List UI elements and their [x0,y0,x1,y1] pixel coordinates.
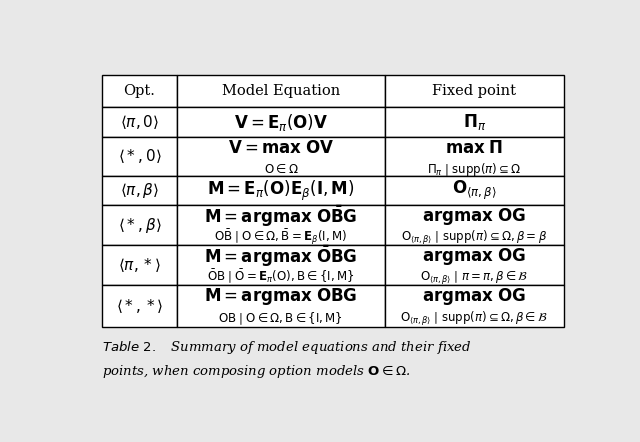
Bar [385,176,564,206]
Text: $\mathbf{\Pi}_{\pi}$: $\mathbf{\Pi}_{\pi}$ [463,112,486,132]
Text: $\mathrm{O}_{\langle\pi,\beta\rangle}\mid\mathrm{supp}(\pi){\subseteq}\Omega,\be: $\mathrm{O}_{\langle\pi,\beta\rangle}\mi… [401,310,548,328]
Text: $\langle *,0\rangle$: $\langle *,0\rangle$ [118,148,161,165]
Bar [177,206,385,245]
Text: $\mathbf{M} = \mathbf{E}_{\pi}(\mathbf{O})\mathbf{E}_{\beta}(\mathbf{I},\mathbf{: $\mathbf{M} = \mathbf{E}_{\pi}(\mathbf{O… [207,179,355,203]
Bar [102,245,177,285]
Text: points, when composing option models $\mathbf{O} \in \Omega$.: points, when composing option models $\m… [102,363,412,380]
Text: $\mathrm{O}_{\langle\pi,\beta\rangle}\mid\pi{=}\pi,\beta{\in}\mathcal{B}$: $\mathrm{O}_{\langle\pi,\beta\rangle}\mi… [420,269,529,286]
Text: Fixed point: Fixed point [433,84,516,98]
Text: $\mathrm{O}_{\langle\pi,\beta\rangle}\mid\mathrm{supp}(\pi){\subseteq}\Omega,\be: $\mathrm{O}_{\langle\pi,\beta\rangle}\mi… [401,229,547,247]
Text: $\langle *,*\rangle$: $\langle *,*\rangle$ [116,297,163,315]
Text: $\mathbf{argmax\;OG}$: $\mathbf{argmax\;OG}$ [422,286,526,307]
Bar [385,245,564,285]
Text: $\mathbf{M} = \mathbf{argmax}\;\mathbf{O\bar{B}G}$: $\mathbf{M} = \mathbf{argmax}\;\mathbf{O… [204,204,358,229]
Text: $\mathbf{V} = \mathbf{E}_{\pi}(\mathbf{O})\mathbf{V}$: $\mathbf{V} = \mathbf{E}_{\pi}(\mathbf{O… [234,111,328,133]
Bar [102,75,177,107]
Bar [385,137,564,176]
Text: $\mathit{Table\ 2.}$   Summary of model equations and their fixed: $\mathit{Table\ 2.}$ Summary of model eq… [102,339,472,356]
Text: $\mathrm{O}{\in}\Omega$: $\mathrm{O}{\in}\Omega$ [264,163,298,176]
Bar [102,285,177,327]
Text: Opt.: Opt. [124,84,156,98]
Bar [177,137,385,176]
Text: $\Pi_{\pi}\mid\mathrm{supp}(\pi){\subseteq}\Omega$: $\Pi_{\pi}\mid\mathrm{supp}(\pi){\subset… [427,161,522,178]
Text: $\mathbf{V} = \mathbf{max}\;\mathbf{OV}$: $\mathbf{V} = \mathbf{max}\;\mathbf{OV}$ [228,140,334,157]
Bar [177,107,385,137]
Text: $\mathbf{M} = \mathbf{argmax}\;\mathbf{\bar{O}BG}$: $\mathbf{M} = \mathbf{argmax}\;\mathbf{\… [204,244,358,269]
Bar [102,206,177,245]
Bar [102,137,177,176]
Bar [385,206,564,245]
Text: $\mathrm{OB}\mid\mathrm{O}{\in}\Omega,\mathrm{B}{\in}\{\mathrm{I,M}\}$: $\mathrm{OB}\mid\mathrm{O}{\in}\Omega,\m… [218,311,343,328]
Bar [177,75,385,107]
Text: $\langle\pi,0\rangle$: $\langle\pi,0\rangle$ [120,113,159,131]
Bar [177,285,385,327]
Text: $\langle\pi,\beta\rangle$: $\langle\pi,\beta\rangle$ [120,181,159,200]
Text: $\mathbf{argmax\;OG}$: $\mathbf{argmax\;OG}$ [422,206,526,227]
Bar [177,245,385,285]
Text: $\langle\pi,*\rangle$: $\langle\pi,*\rangle$ [118,256,161,274]
Bar [102,107,177,137]
Bar [177,176,385,206]
Text: $\mathbf{max}\;\mathbf{\Pi}$: $\mathbf{max}\;\mathbf{\Pi}$ [445,140,504,157]
Text: $\mathbf{argmax\;OG}$: $\mathbf{argmax\;OG}$ [422,246,526,267]
Text: Model Equation: Model Equation [221,84,340,98]
Text: $\bar{\mathrm{O}}\mathrm{B}\mid\bar{\mathrm{O}}{=}\mathbf{E}_{\pi}(\mathrm{O}),\: $\bar{\mathrm{O}}\mathrm{B}\mid\bar{\mat… [207,268,355,286]
Bar [102,176,177,206]
Text: $\langle *,\beta\rangle$: $\langle *,\beta\rangle$ [118,216,161,235]
Text: $\mathbf{M} = \mathbf{argmax}\;\mathbf{OBG}$: $\mathbf{M} = \mathbf{argmax}\;\mathbf{O… [204,286,358,307]
Bar [385,75,564,107]
Text: $\mathbf{O}_{\langle\pi,\beta\rangle}$: $\mathbf{O}_{\langle\pi,\beta\rangle}$ [452,179,497,202]
Bar [385,107,564,137]
Text: $\mathrm{O\bar{B}}\mid\mathrm{O}{\in}\Omega,\bar{\mathrm{B}}{=}\mathbf{E}_{\beta: $\mathrm{O\bar{B}}\mid\mathrm{O}{\in}\Om… [214,228,348,248]
Bar [385,285,564,327]
